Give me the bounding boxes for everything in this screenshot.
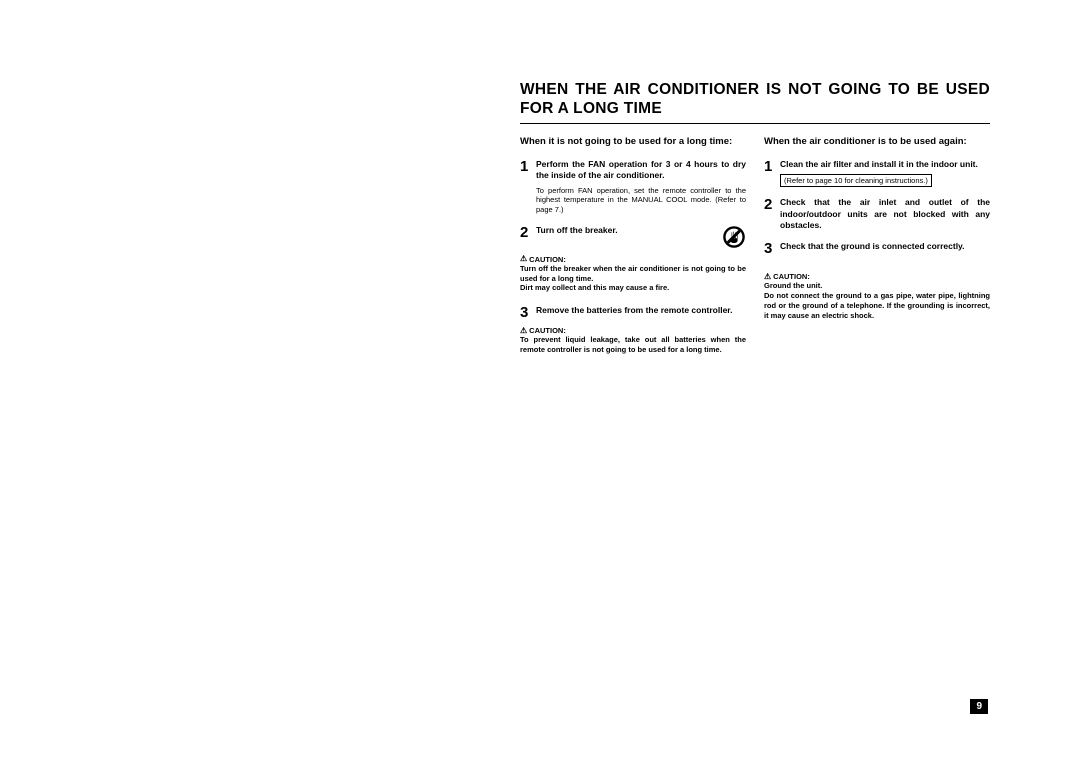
right-column: When the air conditioner is to be used a… bbox=[764, 136, 990, 361]
manual-page: WHEN THE AIR CONDITIONER IS NOT GOING TO… bbox=[520, 80, 990, 361]
two-column-layout: When it is not going to be used for a lo… bbox=[520, 136, 990, 361]
caution-text: Turn off the breaker when the air condit… bbox=[520, 264, 746, 284]
right-subtitle: When the air conditioner is to be used a… bbox=[764, 136, 990, 149]
step-text-bold: Check that the air inlet and outlet of t… bbox=[780, 197, 990, 231]
step-text-bold: Clean the air filter and install it in t… bbox=[780, 159, 990, 170]
right-step-1: 1 Clean the air filter and install it in… bbox=[764, 159, 990, 193]
right-caution: ⚠ CAUTION: Ground the unit. Do not conne… bbox=[764, 272, 990, 320]
step-body: Check that the air inlet and outlet of t… bbox=[780, 197, 990, 231]
step-text-bold: Turn off the breaker. bbox=[536, 225, 618, 236]
left-caution-1: ⚠ CAUTION: Turn off the breaker when the… bbox=[520, 255, 746, 293]
warning-icon: ⚠ bbox=[520, 255, 527, 263]
caution-label-text: CAUTION: bbox=[773, 272, 810, 281]
step-body: Clean the air filter and install it in t… bbox=[780, 159, 990, 193]
step-text-bold: Remove the batteries from the remote con… bbox=[536, 305, 746, 316]
left-step-3: 3 Remove the batteries from the remote c… bbox=[520, 305, 746, 320]
right-step-3: 3 Check that the ground is connected cor… bbox=[764, 241, 990, 256]
caution-label: ⚠ CAUTION: bbox=[764, 272, 990, 281]
step-number: 2 bbox=[520, 225, 536, 240]
step-note: To perform FAN operation, set the remote… bbox=[536, 186, 746, 215]
step-body: Check that the ground is connected corre… bbox=[780, 241, 990, 252]
caution-text: Dirt may collect and this may cause a fi… bbox=[520, 283, 746, 293]
step-number: 3 bbox=[520, 305, 536, 320]
step-number: 1 bbox=[764, 159, 780, 174]
step-body: Remove the batteries from the remote con… bbox=[536, 305, 746, 316]
caution-label-text: CAUTION: bbox=[529, 255, 566, 264]
step-text-bold: Check that the ground is connected corre… bbox=[780, 241, 990, 252]
page-number: 9 bbox=[970, 699, 988, 714]
left-subtitle: When it is not going to be used for a lo… bbox=[520, 136, 746, 149]
right-step-2: 2 Check that the air inlet and outlet of… bbox=[764, 197, 990, 231]
caution-label: ⚠ CAUTION: bbox=[520, 255, 746, 264]
step-body: Turn off the breaker. bbox=[536, 225, 746, 249]
left-step-2: 2 Turn off the breaker. bbox=[520, 225, 746, 249]
caution-text: To prevent liquid leakage, take out all … bbox=[520, 335, 746, 355]
reference-box: (Refer to page 10 for cleaning instructi… bbox=[780, 174, 932, 187]
caution-label: ⚠ CAUTION: bbox=[520, 326, 746, 335]
warning-icon: ⚠ bbox=[520, 327, 527, 335]
caution-text: Do not connect the ground to a gas pipe,… bbox=[764, 291, 990, 320]
left-column: When it is not going to be used for a lo… bbox=[520, 136, 746, 361]
step-number: 2 bbox=[764, 197, 780, 212]
step-text-bold: Perform the FAN operation for 3 or 4 hou… bbox=[536, 159, 746, 182]
page-title: WHEN THE AIR CONDITIONER IS NOT GOING TO… bbox=[520, 80, 990, 124]
step-body: Perform the FAN operation for 3 or 4 hou… bbox=[536, 159, 746, 215]
left-step-1: 1 Perform the FAN operation for 3 or 4 h… bbox=[520, 159, 746, 215]
warning-icon: ⚠ bbox=[764, 273, 771, 281]
caution-text: Ground the unit. bbox=[764, 281, 990, 291]
caution-label-text: CAUTION: bbox=[529, 326, 566, 335]
step-number: 3 bbox=[764, 241, 780, 256]
step-number: 1 bbox=[520, 159, 536, 174]
left-caution-2: ⚠ CAUTION: To prevent liquid leakage, ta… bbox=[520, 326, 746, 355]
prohibit-wet-hand-icon bbox=[722, 225, 746, 249]
